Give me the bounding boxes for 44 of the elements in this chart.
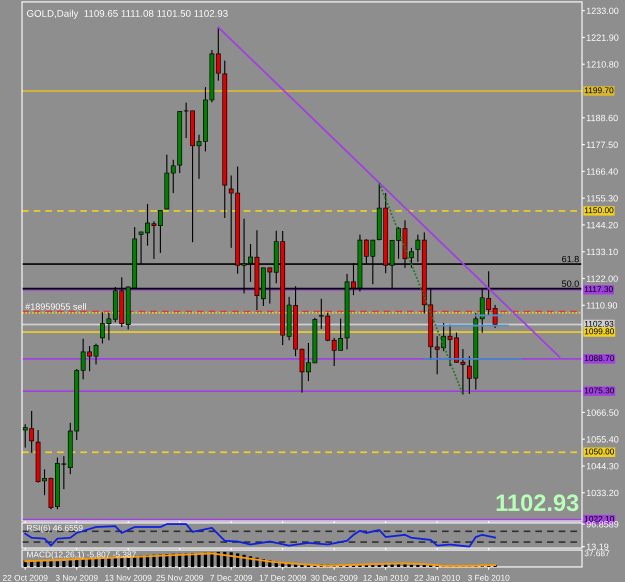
x-tick-label: 12 Jan 2010: [363, 574, 408, 581]
annotation: 61.8: [562, 256, 579, 262]
ref-line-label: 1075.30: [584, 388, 614, 394]
x-tick-label: 13 Nov 2009: [105, 574, 152, 581]
ref-line-label: 1050.00: [584, 448, 614, 454]
y-tick-label: 1144.20: [586, 222, 618, 228]
annotation: #18959055 sell: [25, 303, 86, 310]
y-tick-label: 1066.50: [586, 409, 618, 416]
x-tick-label: 22 Oct 2009: [2, 574, 48, 581]
y-tick-label: 1233.00: [586, 8, 618, 14]
chart-title: RSI(6) 46.6559: [27, 524, 83, 532]
x-tick-label: 17 Dec 2009: [260, 574, 306, 581]
y-tick-label: 1133.10: [586, 248, 618, 256]
y-tick-label: 1221.90: [586, 34, 618, 41]
ref-line-label: 1199.70: [584, 87, 614, 94]
x-tick-label: 25 Nov 2009: [156, 574, 203, 581]
x-tick-label: 22 Jan 2010: [414, 574, 460, 581]
y-tick-label: 1177.50: [586, 142, 618, 148]
y-tick-label: 1166.40: [586, 168, 618, 175]
y-tick-label: 13.19: [586, 544, 608, 550]
ref-line-label: 1088.70: [584, 355, 614, 362]
y-tick-label: 1210.80: [586, 61, 618, 68]
x-tick-label: 3 Nov 2009: [56, 574, 98, 581]
annotation: 1102.93: [496, 494, 578, 512]
ref-line-label: 1102.93: [584, 320, 614, 327]
y-tick-label: 1033.20: [586, 490, 618, 496]
annotation: 50.0: [562, 280, 579, 287]
x-tick-label: 3 Feb 2010: [468, 574, 510, 581]
ref-line-label: 1150.00: [584, 207, 614, 214]
x-tick-label: 7 Dec 2009: [210, 574, 252, 581]
y-tick-label: 1055.40: [586, 436, 618, 443]
ref-line-label: 1022.10: [584, 516, 614, 522]
y-tick-label: 1110.90: [586, 302, 618, 309]
x-tick-label: 30 Dec 2009: [310, 574, 358, 581]
text: 37.687: [584, 550, 610, 556]
y-tick-label: 1155.30: [586, 195, 618, 202]
ref-line-label: 1117.30: [584, 286, 613, 292]
ref-line-label: 1099.80: [584, 328, 614, 334]
y-tick-label: 1122.00: [586, 275, 618, 282]
chart-title: MACD(12,26,1) -5.807 -5.387: [27, 551, 136, 560]
y-tick-label: 96.8589: [586, 521, 618, 528]
y-tick-label: 1044.30: [586, 462, 618, 470]
text: GOLD,Daily 1109.65 1111.08 1101.50 1102.93: [26, 10, 228, 19]
y-tick-label: 1188.60: [586, 114, 618, 122]
